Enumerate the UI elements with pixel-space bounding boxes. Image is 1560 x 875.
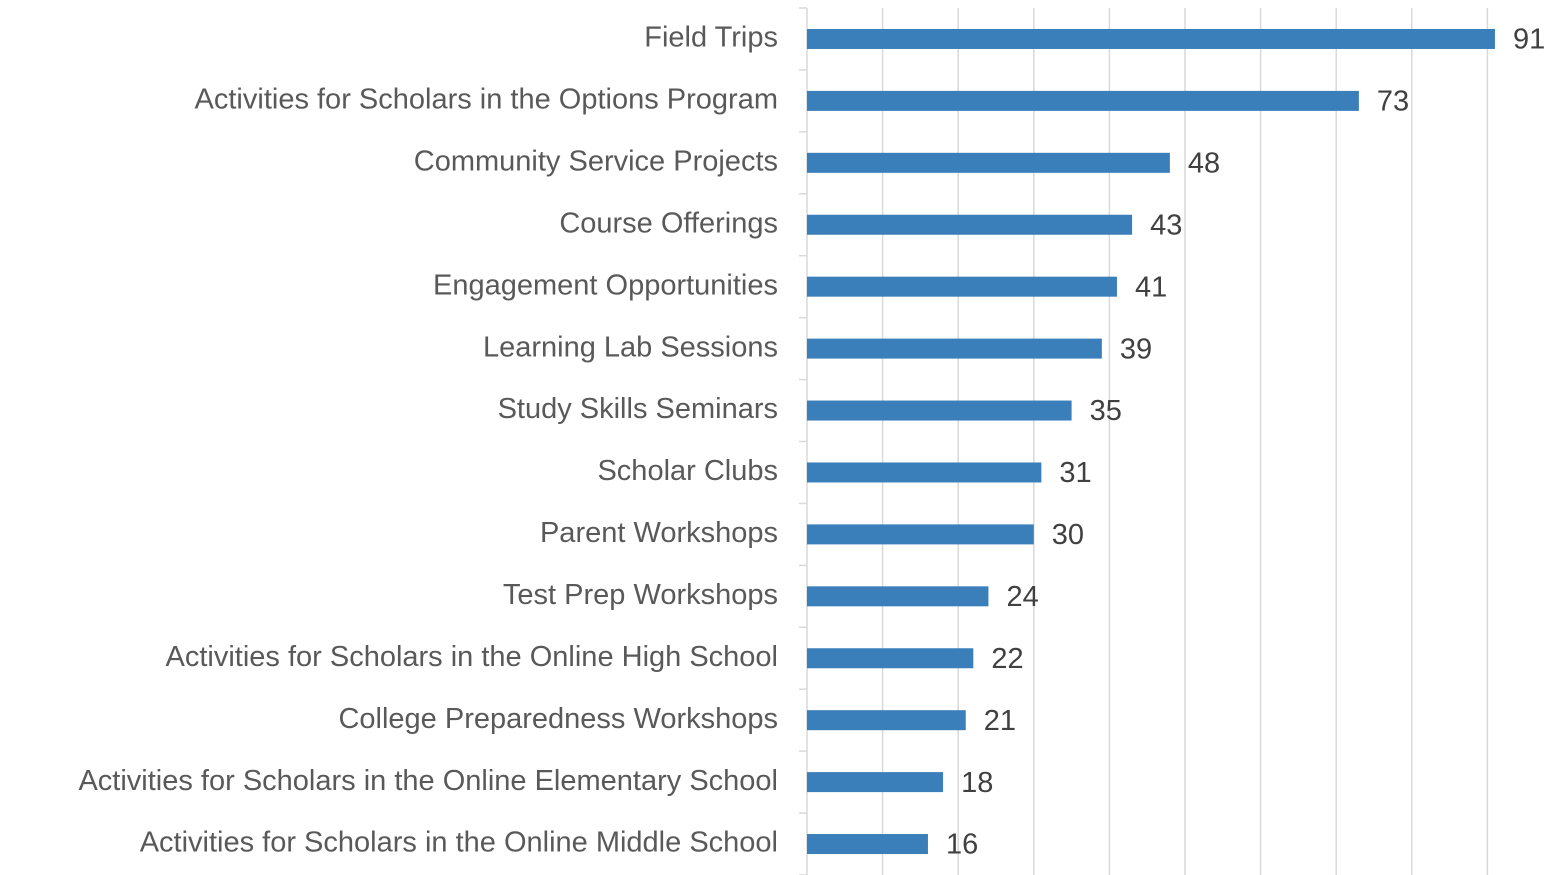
data-label: 35: [1090, 395, 1122, 427]
bar: [807, 152, 1170, 173]
data-label: 39: [1120, 333, 1152, 365]
bar: [807, 28, 1495, 49]
category-label: Activities for Scholars in the Online Mi…: [140, 827, 778, 859]
bar: [807, 772, 944, 793]
data-label: 73: [1377, 86, 1409, 118]
category-label: College Preparedness Workshops: [338, 703, 778, 735]
data-label: 48: [1188, 147, 1220, 179]
category-label: Community Service Projects: [414, 145, 778, 177]
data-label: 91: [1513, 24, 1545, 56]
data-label: 21: [984, 705, 1016, 737]
category-label: Activities for Scholars in the Online Hi…: [165, 641, 778, 673]
data-label: 30: [1052, 519, 1084, 551]
category-label: Study Skills Seminars: [498, 393, 778, 425]
bar: [807, 400, 1072, 421]
bar: [807, 586, 989, 607]
bar: [807, 834, 928, 855]
bar: [807, 524, 1034, 545]
bar: [807, 214, 1133, 235]
bar: [807, 648, 974, 669]
category-label: Scholar Clubs: [597, 455, 778, 487]
bar: [807, 276, 1117, 297]
category-label: Activities for Scholars in the Online El…: [78, 765, 778, 797]
category-label: Course Offerings: [559, 207, 778, 239]
category-label: Test Prep Workshops: [503, 579, 778, 611]
data-label: 43: [1150, 209, 1182, 241]
data-label: 24: [1006, 581, 1038, 613]
data-label: 31: [1059, 457, 1091, 489]
category-label: Parent Workshops: [540, 517, 778, 549]
bar: [807, 462, 1042, 483]
category-label: Engagement Opportunities: [433, 269, 778, 301]
bar: [807, 710, 966, 731]
category-label: Field Trips: [644, 22, 778, 54]
data-label: 18: [961, 767, 993, 799]
data-label: 16: [946, 829, 978, 861]
data-label: 41: [1135, 271, 1167, 303]
category-label: Learning Lab Sessions: [483, 331, 778, 363]
bar: [807, 90, 1359, 111]
category-label: Activities for Scholars in the Options P…: [195, 84, 778, 116]
data-label: 22: [991, 643, 1023, 675]
bar: [807, 338, 1102, 359]
